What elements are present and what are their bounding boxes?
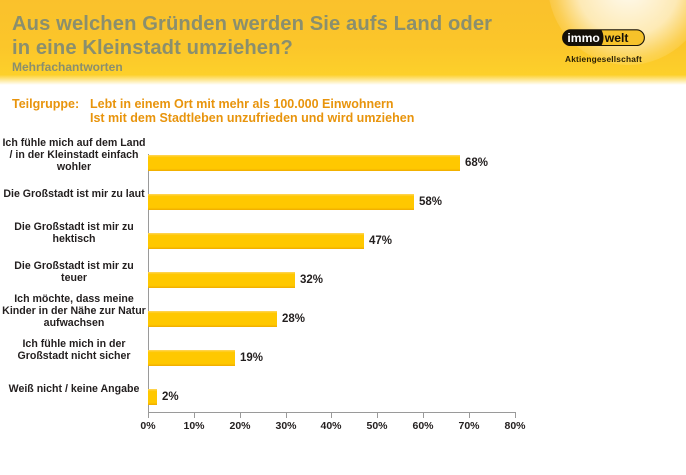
svg-text:immo: immo [567,31,599,45]
svg-text:welt: welt [604,31,629,45]
